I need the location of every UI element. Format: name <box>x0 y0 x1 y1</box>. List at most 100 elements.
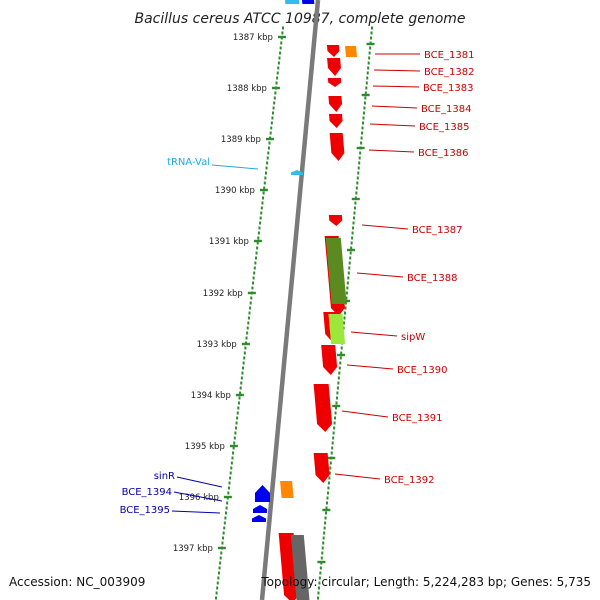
outer-track-dot <box>244 346 247 350</box>
inner-major-tick <box>356 146 365 150</box>
inner-major-tick <box>361 93 370 97</box>
gene-label-left-2: BCE_1394 <box>122 487 172 498</box>
inner-track-dot <box>340 346 343 350</box>
outer-track-dot <box>221 541 224 545</box>
leader-line <box>171 510 221 514</box>
inner-track-dot <box>352 226 355 230</box>
outer-track-dot <box>277 66 280 70</box>
outer-track-dot <box>270 126 273 130</box>
inner-track-dot <box>362 116 365 120</box>
inner-track-dot <box>347 276 350 280</box>
tick-label-1397: 1397 kbp <box>173 544 213 554</box>
inner-track-dot <box>356 181 359 185</box>
gene-bce1391-arrow <box>313 384 333 432</box>
leader-line <box>361 224 409 230</box>
leader-line <box>371 105 418 109</box>
gene-label-4: BCE_1385 <box>419 122 469 133</box>
gene-bce1392-arrow <box>313 453 330 483</box>
tick-label-1390: 1390 kbp <box>215 186 255 196</box>
outer-track-dot <box>253 271 256 275</box>
tick-label-1388: 1388 kbp <box>227 84 267 94</box>
outer-track-dot <box>273 96 276 100</box>
sinr-blue-arrow <box>255 485 270 502</box>
inner-track-dot <box>367 61 370 65</box>
inner-track-dot <box>348 266 351 270</box>
inner-track-dot <box>360 141 363 145</box>
inner-track-dot <box>343 321 346 325</box>
inner-track-dot <box>366 71 369 75</box>
outer-track-dot <box>227 491 230 495</box>
outer-track-dot <box>241 371 244 375</box>
left-gene-labels: tRNA-Val sinR BCE_1394 BCE_1395 <box>120 157 259 516</box>
outer-track-dot <box>231 456 234 460</box>
gene-bottom-gray-box <box>290 535 310 600</box>
outer-track-dot <box>276 76 279 80</box>
inner-track-dot <box>363 106 366 110</box>
leader-line <box>369 123 416 127</box>
gene-label-1: BCE_1382 <box>424 67 474 78</box>
outer-track-dot <box>272 111 275 115</box>
inner-track-dot <box>325 511 328 515</box>
outer-track-dot <box>259 221 262 225</box>
inner-track-dot <box>338 371 341 375</box>
outer-track-dot <box>223 521 226 525</box>
inner-track-dot <box>352 221 355 225</box>
inner-track-dot <box>319 566 322 570</box>
outer-track-dot <box>273 101 276 105</box>
trna-val-arrow <box>291 170 303 175</box>
gene-sipw-box <box>328 314 346 344</box>
inner-track-dot <box>332 431 335 435</box>
outer-track-dot <box>249 306 252 310</box>
inner-track-dot <box>343 316 346 320</box>
gene-label-5: BCE_1386 <box>418 148 468 159</box>
inner-track-dot <box>322 536 325 540</box>
outer-track-dot <box>276 71 279 75</box>
outer-track-dot <box>233 436 236 440</box>
outer-track-dot <box>218 566 221 570</box>
outer-track-dot <box>263 186 266 190</box>
gene-label-11: BCE_1392 <box>384 475 434 486</box>
inner-track-dot <box>365 86 368 90</box>
outer-track-dot <box>252 281 255 285</box>
outer-track-dot <box>239 391 242 395</box>
inner-track-dot <box>368 56 371 60</box>
tick-label-1394: 1394 kbp <box>191 391 231 401</box>
inner-track-dot <box>328 471 331 475</box>
inner-track-dot <box>370 36 373 40</box>
inner-track-dot <box>335 396 338 400</box>
outer-track-dot <box>267 151 270 155</box>
outer-track-dot <box>281 31 284 35</box>
inner-track-dot <box>326 496 329 500</box>
inner-track-dot <box>326 491 329 495</box>
gene-bce1387-arrow <box>328 215 343 226</box>
inner-track-dot <box>348 261 351 265</box>
gene-label-6: BCE_1387 <box>412 225 462 236</box>
outer-track-dot <box>234 431 237 435</box>
gene-bce1383-arrow <box>327 78 342 87</box>
inner-track-dot <box>331 446 334 450</box>
outer-track-dot <box>256 246 259 250</box>
inner-track-dot <box>327 481 330 485</box>
inner-track-dot <box>334 416 337 420</box>
gene-label-left-0: tRNA-Val <box>167 157 210 168</box>
tick-label-1396: 1396 kbp <box>179 493 219 503</box>
map-title: Bacillus cereus ATCC 10987, complete gen… <box>134 11 465 27</box>
major-tick <box>247 291 256 295</box>
inner-track-dot <box>321 546 324 550</box>
inner-track-dot <box>336 386 339 390</box>
outer-track-dot <box>230 466 233 470</box>
sinr-orange-box <box>280 481 294 498</box>
outer-track-dot <box>234 426 237 430</box>
outer-track-dot <box>228 481 231 485</box>
outer-track-dot <box>249 301 252 305</box>
inner-track-dot <box>370 31 373 35</box>
outer-track-dot <box>215 596 217 600</box>
gene-olive-box <box>325 238 347 304</box>
outer-track-dot <box>237 401 240 405</box>
inner-track-dot <box>362 121 364 125</box>
top-cyan-partial <box>285 0 300 4</box>
outer-track-dot <box>277 61 280 65</box>
inner-track-dot <box>367 66 370 70</box>
gene-bce1385-arrow <box>328 114 343 128</box>
inner-track-dot <box>363 101 366 105</box>
